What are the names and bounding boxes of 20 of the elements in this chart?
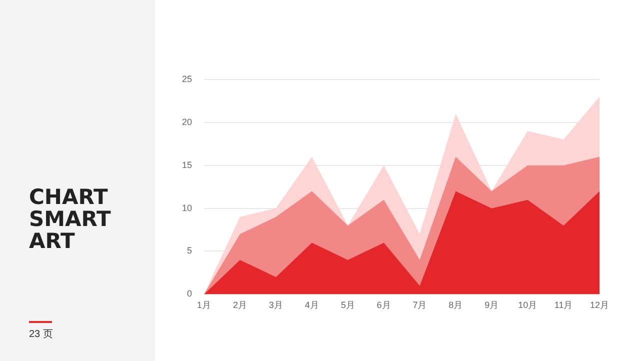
x-tick-label: 11月	[554, 300, 573, 310]
y-tick-label: 10	[182, 202, 192, 213]
text: 23 页	[29, 328, 53, 341]
x-tick-label: 1月	[197, 300, 212, 310]
x-tick-label: 8月	[448, 300, 463, 310]
x-tick-label: 9月	[484, 300, 499, 310]
x-tick-label: 10月	[518, 300, 538, 310]
x-tick-label: 2月	[232, 300, 247, 310]
x-tick-label: 12月	[590, 300, 609, 310]
x-tick-label: 4月	[304, 300, 319, 310]
y-tick-label: 20	[182, 116, 192, 127]
x-tick-label: 5月	[340, 300, 355, 310]
x-tick-label: 3月	[268, 300, 283, 310]
y-tick-label: 5	[186, 246, 192, 256]
x-tick-label: 6月	[376, 300, 391, 310]
text: CHART SMART ART	[29, 185, 112, 253]
y-tick-label: 0	[186, 288, 192, 299]
y-tick-label: 25	[182, 74, 192, 84]
y-tick-label: 15	[182, 160, 192, 170]
x-tick-label: 7月	[412, 300, 427, 310]
